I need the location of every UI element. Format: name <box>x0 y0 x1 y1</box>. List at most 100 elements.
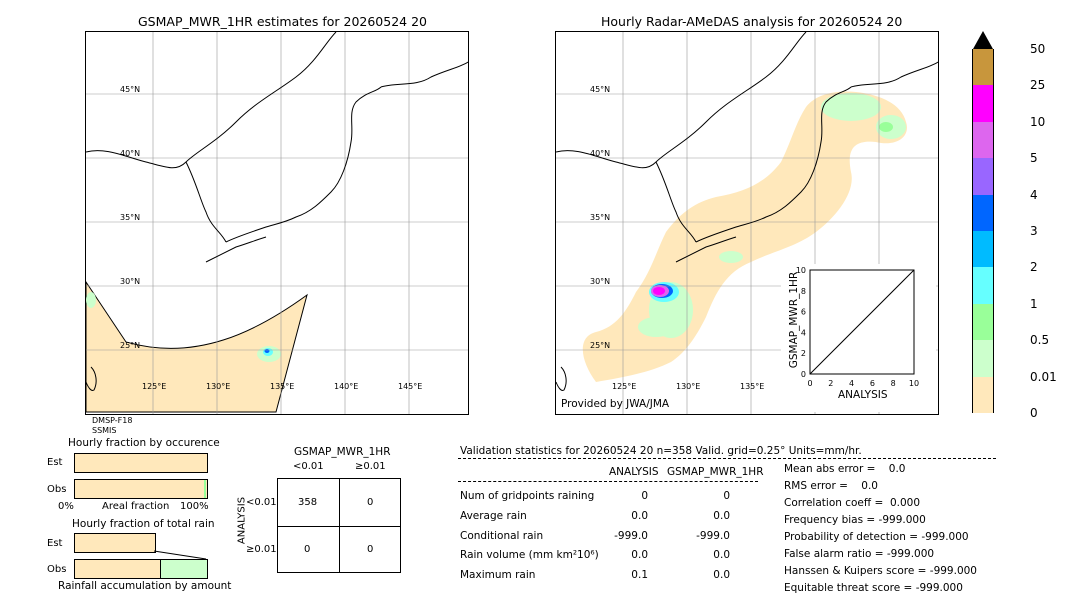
validation-row-label: Conditional rain <box>460 530 544 542</box>
colorbar-segment <box>973 376 993 413</box>
colorbar-segment <box>973 340 993 377</box>
left-source-line1: DMSP-F18 <box>92 416 133 425</box>
validation-row-gsmap: 0.0 <box>713 569 730 581</box>
score-rms: RMS error = 0.0 <box>784 480 878 492</box>
scatter-x-tick: 8 <box>891 379 896 388</box>
occurrence-obs-bar <box>74 479 208 499</box>
contingency-row2: ≥0.01 <box>246 544 277 555</box>
left-lat-25: 25°N <box>120 341 141 350</box>
validation-col-divider <box>458 481 758 482</box>
scatter-x-tick: 2 <box>828 379 833 388</box>
validation-row-label: Average rain <box>460 510 527 522</box>
scatter-x-tick: 0 <box>807 379 812 388</box>
left-map-panel: 45°N 40°N 35°N 30°N 25°N 125°E 130°E 135… <box>85 31 469 415</box>
colorbar-segment <box>973 121 993 159</box>
validation-row-analysis: 0.1 <box>631 569 648 581</box>
scatter-plot: 0 2 4 6 8 10 0 2 4 6 8 10 <box>796 266 919 388</box>
contingency-cell-11: 358 <box>298 497 318 508</box>
total-obs-label: Obs <box>47 564 67 575</box>
colorbar-label: 5 <box>1030 151 1038 166</box>
contingency-cell-21: 0 <box>304 544 311 555</box>
validation-header: Validation statistics for 20260524 20 n=… <box>460 445 862 457</box>
colorbar-label: 50 <box>1030 42 1046 56</box>
right-lat-30: 30°N <box>590 277 611 286</box>
score-pod: Probability of detection = -999.000 <box>784 531 969 543</box>
validation-row-label: Rain volume (mm km²10⁶) <box>460 549 599 561</box>
colorbar-label: 0.5 <box>1030 333 1050 348</box>
total-obs-bar-green <box>160 559 208 579</box>
colorbar-label: 0.01 <box>1030 369 1057 384</box>
colorbar-segment <box>973 231 993 268</box>
validation-row-analysis: -999.0 <box>614 530 648 542</box>
colorbar-extend-arrow <box>973 31 993 49</box>
scatter-xlabel: ANALYSIS <box>838 389 888 401</box>
scatter-x-tick: 4 <box>849 379 854 388</box>
colorbar-label: 4 <box>1030 187 1038 202</box>
right-lon-125: 125°E <box>612 382 637 391</box>
occurrence-obs-label: Obs <box>47 484 67 495</box>
scatter-y-tick: 10 <box>796 266 806 275</box>
score-far: False alarm ratio = -999.000 <box>784 548 935 560</box>
colorbar-segment <box>973 194 993 231</box>
right-coastlines <box>556 32 938 391</box>
right-lat-25: 25°N <box>590 341 611 350</box>
occurrence-axis-label: Areal fraction <box>102 501 170 512</box>
colorbar-label: 2 <box>1030 260 1038 275</box>
total-connector <box>153 550 207 560</box>
contingency-cell-22: 0 <box>367 544 374 555</box>
colorbar-segment <box>973 85 993 122</box>
score-correlation: Correlation coeff = 0.000 <box>784 497 920 509</box>
colorbar-segment <box>973 267 993 304</box>
colorbar-label: 1 <box>1030 296 1038 311</box>
validation-row-gsmap: 0.0 <box>713 510 730 522</box>
left-lon-125: 125°E <box>142 382 167 391</box>
score-mae: Mean abs error = 0.0 <box>784 463 906 475</box>
occurrence-axis-0: 0% <box>58 501 74 512</box>
occurrence-obs-sliver <box>204 480 206 498</box>
total-est-bar <box>74 533 156 553</box>
contingency-grid: 358 0 0 0 <box>277 478 401 573</box>
validation-row-analysis: 0.0 <box>631 549 648 561</box>
score-ets: Equitable threat score = -999.000 <box>784 582 963 594</box>
left-lat-30: 30°N <box>120 277 141 286</box>
colorbar-label: 3 <box>1030 224 1038 238</box>
validation-row-gsmap: 0 <box>723 490 730 502</box>
validation-row-analysis: 0.0 <box>631 510 648 522</box>
total-obs-bar <box>74 559 162 579</box>
contingency-col2: ≥0.01 <box>355 461 386 472</box>
left-coastlines <box>86 32 468 391</box>
left-lat-40: 40°N <box>120 149 141 158</box>
occurrence-est-label: Est <box>47 457 63 468</box>
right-lat-40: 40°N <box>590 149 611 158</box>
occurrence-axis-100: 100% <box>180 501 209 512</box>
colorbar-label: 25 <box>1030 78 1046 93</box>
left-lat-35: 35°N <box>120 213 141 222</box>
scatter-y-tick: 0 <box>801 370 806 379</box>
left-source-line2: SSMIS <box>92 426 117 435</box>
contingency-cell-12: 0 <box>367 497 374 508</box>
right-lat-35: 35°N <box>590 213 611 222</box>
colorbar <box>972 30 994 414</box>
validation-row-label: Maximum rain <box>460 569 536 581</box>
left-lon-135: 135°E <box>270 382 295 391</box>
total-title: Hourly fraction of total rain <box>72 518 215 530</box>
validation-col-gsmap: GSMAP_MWR_1HR <box>667 466 764 478</box>
score-hk: Hanssen & Kuipers score = -999.000 <box>784 565 977 577</box>
right-map-svg <box>556 32 938 414</box>
validation-row-gsmap: -999.0 <box>696 530 730 542</box>
scatter-y-tick: 8 <box>801 287 806 296</box>
colorbar-segment <box>973 49 993 86</box>
validation-row-gsmap: 0.0 <box>713 549 730 561</box>
validation-row-label: Num of gridpoints raining <box>460 490 595 502</box>
occurrence-est-bar <box>74 453 208 473</box>
right-map-title: Hourly Radar-AMeDAS analysis for 2026052… <box>601 14 903 29</box>
scatter-reference-line <box>809 269 915 375</box>
right-lon-130: 130°E <box>676 382 701 391</box>
colorbar-segment <box>973 303 993 341</box>
scatter-y-tick: 6 <box>801 308 806 317</box>
scatter-y-tick: 2 <box>801 349 806 358</box>
validation-dashed-line <box>458 458 996 459</box>
colorbar-segment <box>973 158 993 195</box>
left-map-title: GSMAP_MWR_1HR estimates for 20260524 20 <box>138 14 427 29</box>
contingency-title: GSMAP_MWR_1HR <box>294 446 391 458</box>
